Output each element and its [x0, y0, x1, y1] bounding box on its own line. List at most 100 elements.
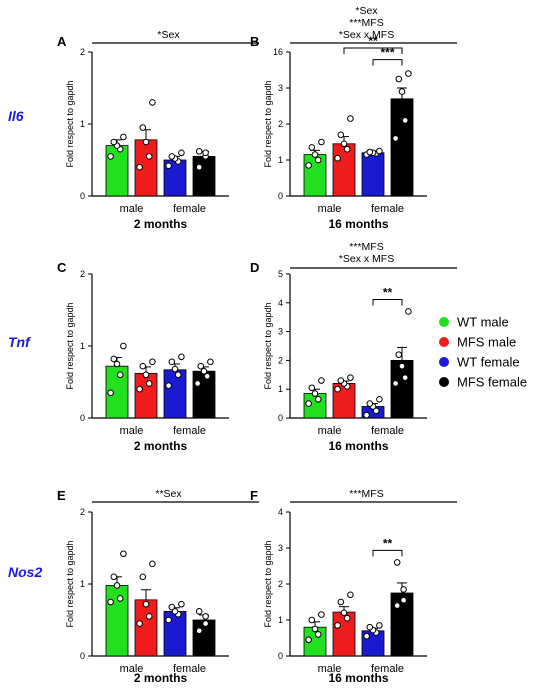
data-point	[366, 400, 374, 407]
data-point	[145, 613, 153, 620]
data-point	[318, 138, 325, 146]
data-point	[347, 591, 354, 599]
y-tick-label: 0	[278, 651, 283, 661]
data-point	[343, 145, 351, 153]
panel-b: B *Sex***MFS*Sex x MFS 0 1 2 3 16 Fold respect …	[250, 5, 457, 231]
y-tick-label: 4	[278, 298, 283, 308]
data-point	[398, 362, 406, 370]
stat-annotation: ***MFS	[349, 241, 383, 253]
y-tick-label: 0	[80, 651, 85, 661]
data-point	[107, 389, 114, 397]
data-point	[202, 613, 209, 620]
data-point	[363, 632, 370, 640]
y-tick-label: 3	[278, 543, 283, 553]
data-point	[202, 620, 209, 627]
y-tick-label: 0	[278, 413, 283, 423]
data-point	[347, 374, 354, 381]
panel-e: E **Sex 0 1 2 Fold respect to gapdh male female…	[57, 488, 259, 685]
data-point	[142, 371, 150, 379]
group-label: male	[120, 663, 144, 675]
data-point	[142, 138, 150, 146]
y-tick-label: 1	[80, 119, 85, 129]
data-point	[195, 608, 203, 615]
y-tick-label: 4	[278, 507, 283, 517]
y-tick-label: 0	[278, 191, 283, 201]
data-point	[347, 115, 354, 122]
data-point	[136, 163, 143, 171]
panel-letter: D	[250, 260, 259, 275]
data-point	[116, 371, 124, 379]
stat-annotation: *Sex	[157, 29, 180, 41]
data-point	[178, 353, 185, 361]
data-point	[376, 147, 383, 155]
panel-a: A *Sex 0 1 2 Fold respect to gapdh male female 2…	[57, 29, 259, 231]
group-label: male	[120, 203, 144, 215]
data-point	[400, 586, 407, 593]
data-point	[139, 362, 147, 370]
data-point	[120, 133, 127, 141]
data-point	[195, 163, 203, 171]
gene-label-tnf: Tnf	[8, 334, 31, 350]
data-point	[401, 374, 409, 381]
stat-annotation: *Sex	[355, 5, 378, 17]
significance-bracket	[372, 59, 403, 66]
data-point	[149, 99, 156, 106]
group-label: male	[120, 425, 144, 437]
data-point	[145, 153, 153, 160]
bar	[192, 155, 216, 197]
y-tick-label: 3	[278, 83, 283, 93]
panel-subtitle: 16 months	[328, 217, 388, 231]
panel-letter: F	[250, 488, 258, 503]
legend-marker	[439, 337, 449, 347]
gene-label-nos2: Nos2	[8, 564, 42, 580]
legend-marker	[439, 357, 449, 367]
significance-label: ***	[380, 46, 394, 60]
data-point	[334, 622, 341, 629]
data-point	[318, 377, 325, 384]
data-point	[113, 582, 121, 589]
legend-marker	[439, 377, 449, 387]
data-point	[107, 153, 114, 160]
panel-f: F ***MFS 0 1 2 3 4 Fold respect to gapdh male fem…	[250, 488, 457, 685]
data-point	[337, 598, 345, 606]
group-label: female	[371, 425, 404, 437]
data-point	[145, 380, 153, 387]
stat-annotation: ***MFS	[349, 17, 383, 29]
y-axis-label: Fold respect to gapdh	[263, 540, 273, 627]
data-point	[308, 144, 316, 151]
bar	[303, 154, 327, 197]
data-point	[149, 358, 156, 366]
panel-subtitle: 2 months	[134, 671, 188, 685]
y-axis-label: Fold respect to gapdh	[263, 302, 273, 389]
data-point	[110, 138, 118, 146]
data-point	[392, 380, 399, 387]
panel-d: D ***MFS*Sex x MFS 0 1 2 3 4 5 Fold respect to g…	[250, 241, 457, 453]
data-point	[171, 365, 179, 373]
data-point	[305, 636, 312, 644]
data-point	[116, 595, 124, 602]
data-point	[308, 384, 316, 392]
legend-label: MFS female	[457, 375, 527, 390]
data-point	[120, 550, 127, 558]
data-point	[376, 395, 383, 403]
data-point	[195, 627, 203, 635]
data-point	[392, 135, 399, 142]
bar	[361, 152, 385, 197]
bar	[105, 145, 129, 197]
bar	[105, 585, 129, 657]
panel-subtitle: 16 months	[328, 439, 388, 453]
data-point	[165, 616, 172, 624]
group-label: female	[371, 663, 404, 675]
data-point	[311, 151, 319, 158]
data-point	[168, 153, 176, 160]
data-point	[305, 400, 312, 407]
data-point	[174, 371, 182, 379]
y-axis-label: Fold respect to gapdh	[65, 540, 75, 627]
group-label: male	[318, 425, 342, 437]
group-label: female	[173, 203, 206, 215]
significance-label: **	[383, 285, 393, 299]
legend-label: MFS male	[457, 335, 516, 350]
panel-letter: B	[250, 34, 259, 49]
data-point	[110, 573, 118, 581]
